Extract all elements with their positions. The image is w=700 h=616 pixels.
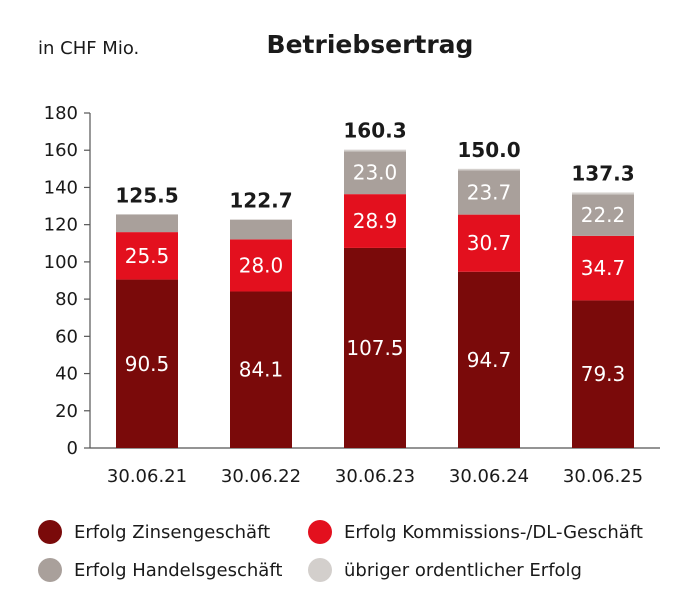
bar-total-label: 137.3 xyxy=(571,161,634,185)
y-tick-label: 80 xyxy=(55,289,78,310)
x-tick-label: 30.06.21 xyxy=(107,466,187,487)
bar-segment xyxy=(572,300,634,448)
bar-segment xyxy=(458,271,520,448)
legend-label-zinsengeschaeft: Erfolg Zinsengeschäft xyxy=(74,521,271,543)
unit-label: in CHF Mio. xyxy=(38,38,140,59)
segment-value-label: 23.7 xyxy=(467,181,512,205)
legend-swatch-uebriger-erfolg xyxy=(308,558,332,582)
legend-label-handelsgeschaeft: Erfolg Handelsgeschäft xyxy=(74,559,283,581)
bar-segment xyxy=(230,239,292,292)
legend-label-uebriger-erfolg: übriger ordentlicher Erfolg xyxy=(344,559,582,581)
bar-total-label: 125.5 xyxy=(115,183,178,207)
y-tick-label: 20 xyxy=(55,401,78,422)
y-tick-label: 180 xyxy=(44,103,78,124)
bar-segment xyxy=(572,235,634,301)
segment-value-label: 90.5 xyxy=(125,352,170,376)
bar-segment xyxy=(116,279,178,448)
bar-segment xyxy=(344,194,406,248)
bar-total-label: 122.7 xyxy=(229,189,292,213)
y-tick-label: 100 xyxy=(44,252,78,273)
bar-segment xyxy=(230,291,292,448)
bar-segment xyxy=(230,219,292,240)
bar-segment xyxy=(116,214,178,233)
segment-value-label: 79.3 xyxy=(581,362,626,386)
y-tick-label: 0 xyxy=(67,438,78,459)
segment-value-label: 23.0 xyxy=(353,161,398,185)
y-tick-label: 140 xyxy=(44,177,78,198)
x-tick-label: 30.06.22 xyxy=(221,466,301,487)
segment-value-label: 107.5 xyxy=(346,336,403,360)
segment-value-label: 30.7 xyxy=(467,231,512,255)
bar-segment xyxy=(458,168,520,171)
segment-value-label: 94.7 xyxy=(467,348,512,372)
x-tick-label: 30.06.23 xyxy=(335,466,415,487)
legend-item-uebriger-erfolg: übriger ordentlicher Erfolg xyxy=(308,558,582,582)
bar-segment xyxy=(344,151,406,195)
bar-segment xyxy=(344,149,406,152)
segment-value-label: 84.1 xyxy=(239,358,284,382)
bar-segment xyxy=(572,194,634,236)
y-tick-label: 120 xyxy=(44,215,78,236)
bar-segment xyxy=(458,214,520,272)
chart-title: Betriebsertrag xyxy=(266,30,474,59)
x-tick-label: 30.06.25 xyxy=(563,466,643,487)
segment-value-label: 28.9 xyxy=(353,209,398,233)
legend-swatch-zinsengeschaeft xyxy=(38,520,62,544)
legend-swatch-handelsgeschaeft xyxy=(38,558,62,582)
x-tick-label: 30.06.24 xyxy=(449,466,529,487)
bar-total-label: 160.3 xyxy=(343,119,406,143)
bar-total-label: 150.0 xyxy=(457,138,520,162)
y-tick-label: 60 xyxy=(55,326,78,347)
segment-value-label: 22.2 xyxy=(581,203,626,227)
legend-item-kommissionsgeschaeft: Erfolg Kommissions-/DL-Geschäft xyxy=(308,520,643,544)
bar-segment xyxy=(344,247,406,448)
legend-item-zinsengeschaeft: Erfolg Zinsengeschäft xyxy=(38,520,270,544)
segment-value-label: 34.7 xyxy=(581,256,626,280)
legend-swatch-kommissionsgeschaeft xyxy=(308,520,332,544)
bar-segment xyxy=(458,170,520,215)
segment-value-label: 25.5 xyxy=(125,244,170,268)
bar-segment xyxy=(116,232,178,280)
bar-segment xyxy=(572,192,634,195)
y-tick-label: 40 xyxy=(55,364,78,385)
legend-item-handelsgeschaeft: Erfolg Handelsgeschäft xyxy=(38,558,282,582)
segment-value-label: 28.0 xyxy=(239,253,284,277)
legend-label-kommissionsgeschaeft: Erfolg Kommissions-/DL-Geschäft xyxy=(344,521,643,543)
y-tick-label: 160 xyxy=(44,140,78,161)
